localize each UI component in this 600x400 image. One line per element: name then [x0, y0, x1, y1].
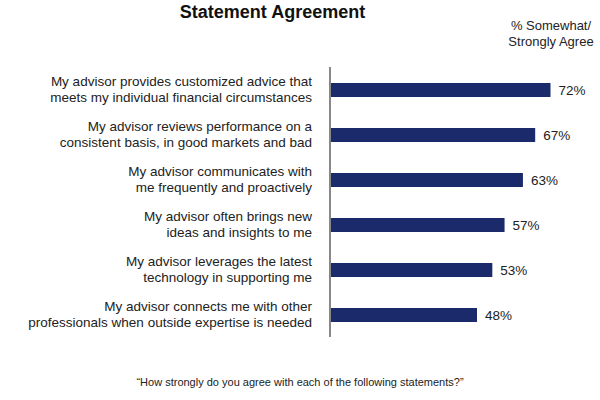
svg-text:My advisor connects me with ot: My advisor connects me with otherprofess…: [28, 299, 312, 330]
svg-text:57%: 57%: [513, 218, 540, 233]
svg-text:63%: 63%: [531, 173, 558, 188]
html-text:“How strongly do you agree wit: “How strongly do you agree with each of …: [136, 376, 464, 388]
html-text:% Somewhat/ Strongly Agree: % Somewhat/ Strongly Agree: [508, 18, 594, 49]
svg-text:My advisor leverages the lates: My advisor leverages the latesttechnolog…: [126, 254, 312, 285]
svg-text:My advisor provides customized: My advisor provides customized advice th…: [50, 74, 312, 105]
svg-text:My advisor often brings newide: My advisor often brings newideas and ins…: [144, 209, 312, 240]
svg-text:48%: 48%: [485, 308, 512, 323]
svg-text:My advisor communicates withme: My advisor communicates withme frequentl…: [128, 164, 312, 195]
html-text:Statement Agreement: Statement Agreement: [179, 2, 366, 22]
svg-text:72%: 72%: [559, 83, 586, 98]
svg-text:67%: 67%: [543, 128, 570, 143]
svg-text:53%: 53%: [500, 263, 527, 278]
svg-text:My advisor reviews performance: My advisor reviews performance on aconsi…: [60, 119, 313, 150]
